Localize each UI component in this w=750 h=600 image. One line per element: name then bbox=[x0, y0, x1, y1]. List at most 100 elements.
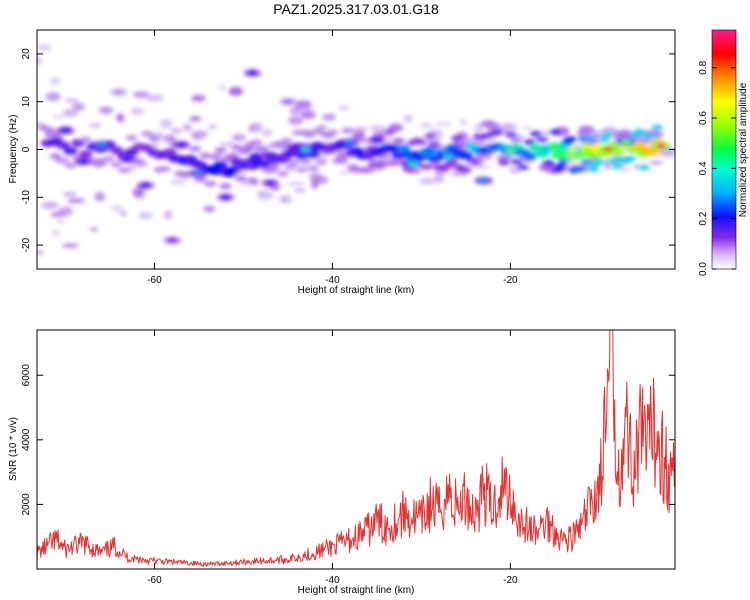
spectrogram-cell bbox=[282, 99, 293, 105]
spectrogram-cell bbox=[37, 249, 45, 256]
spectrogram-cell bbox=[257, 146, 270, 153]
spectrogram-cell bbox=[295, 166, 308, 173]
spectrogram-cell bbox=[220, 194, 231, 200]
spectrogram-cell bbox=[78, 150, 93, 159]
spectrogram-cell bbox=[67, 198, 85, 204]
spectrogram-cell bbox=[480, 120, 495, 128]
spectrogram-cell bbox=[217, 84, 227, 91]
spectrogram-cell bbox=[300, 147, 311, 152]
spectrogram-cell bbox=[49, 153, 62, 160]
spectrogram-cell bbox=[246, 177, 259, 184]
spectrogram-cell bbox=[424, 133, 437, 140]
spectrogram-y-tick-label: 0 bbox=[21, 146, 32, 152]
spectrogram-y-tick-label: -10 bbox=[21, 190, 32, 205]
spectrogram-panel: -60 -40 -20 -20 -10 0 10 20 Height of straight… bbox=[8, 29, 676, 296]
spectrogram-cell bbox=[287, 181, 306, 187]
spectrogram-cell bbox=[162, 148, 177, 157]
spectrogram-cell bbox=[213, 160, 228, 169]
spectrogram-cell bbox=[208, 124, 217, 130]
spectrogram-cell bbox=[284, 163, 297, 170]
spectrogram-cell bbox=[446, 159, 459, 166]
spectrogram-cell bbox=[326, 129, 339, 136]
snr-y-tick-label: 2000 bbox=[21, 493, 32, 516]
spectrogram-cells bbox=[37, 44, 675, 256]
spectrogram-cell bbox=[37, 56, 43, 66]
spectrogram-cell bbox=[529, 130, 542, 137]
spectrogram-cell bbox=[419, 177, 436, 185]
spectrogram-cell bbox=[384, 137, 397, 145]
spectrogram-cell bbox=[256, 159, 271, 168]
spectrogram-cell bbox=[262, 128, 273, 137]
spectrogram-cell bbox=[443, 154, 454, 160]
spectrogram-cell bbox=[170, 179, 187, 185]
spectrogram-cell bbox=[125, 134, 138, 141]
snr-panel: -60 -40 -20 2000 4000 6000 Height of straigh… bbox=[8, 329, 676, 596]
spectrogram-cell bbox=[209, 153, 222, 160]
spectrogram-cell bbox=[450, 135, 463, 142]
spectrogram-x-tick-label: -60 bbox=[147, 275, 162, 286]
snr-x-tick-label: -20 bbox=[503, 575, 518, 586]
colorbar-tick-label: 0.4 bbox=[698, 161, 709, 175]
spectrogram-cell bbox=[234, 175, 247, 182]
spectrogram-cell bbox=[294, 187, 306, 194]
spectrogram-cell bbox=[280, 137, 293, 144]
spectrogram-cell bbox=[257, 189, 268, 195]
spectrogram-cell bbox=[459, 167, 472, 174]
spectrogram-cell bbox=[247, 70, 258, 76]
spectrogram-cell bbox=[110, 204, 124, 212]
spectrogram-cell bbox=[227, 152, 240, 159]
spectrogram-cell bbox=[276, 170, 289, 177]
spectrogram-cell bbox=[167, 237, 178, 243]
spectrogram-cell bbox=[55, 141, 70, 150]
spectrogram-cell bbox=[265, 167, 278, 174]
spectrogram-cell bbox=[56, 219, 66, 224]
spectrogram-cell bbox=[138, 211, 154, 220]
spectrogram-cell bbox=[656, 143, 667, 149]
spectrogram-cell bbox=[204, 180, 217, 187]
spectrogram-cell bbox=[51, 229, 61, 237]
spectrogram-cell bbox=[41, 125, 54, 132]
spectrogram-cell bbox=[231, 144, 244, 151]
snr-x-label: Height of straight line (km) bbox=[298, 585, 415, 596]
spectrogram-cell bbox=[580, 158, 593, 165]
spectrogram-cell bbox=[109, 146, 124, 155]
spectrogram-cell bbox=[78, 158, 89, 164]
spectrogram-cell bbox=[199, 152, 212, 159]
spectrogram-cell bbox=[611, 163, 624, 170]
spectrogram-cell bbox=[64, 98, 80, 104]
spectrogram-cell bbox=[102, 155, 115, 162]
spectrogram-cell bbox=[145, 94, 164, 102]
spectrogram-x-ticks: -60 -40 -20 bbox=[147, 30, 518, 286]
spectrogram-cell bbox=[60, 127, 71, 133]
spectrogram-cell bbox=[504, 131, 517, 138]
figure-title: PAZ1.2025.317.03.01.G18 bbox=[273, 1, 439, 17]
spectrogram-cell bbox=[98, 106, 114, 114]
spectrogram-cell bbox=[249, 152, 264, 161]
spectrogram-cell bbox=[339, 170, 349, 175]
spectrogram-cell bbox=[193, 170, 204, 176]
spectrogram-cell bbox=[289, 107, 302, 115]
spectrogram-cell bbox=[94, 191, 106, 202]
spectrogram-x-label: Height of straight line (km) bbox=[298, 285, 415, 296]
spectrogram-y-tick-label: 10 bbox=[21, 96, 32, 108]
spectrogram-cell bbox=[415, 139, 428, 146]
spectrogram-cell bbox=[352, 126, 369, 131]
spectrogram-cell bbox=[499, 122, 518, 133]
spectrogram-cell bbox=[345, 139, 356, 145]
spectrogram-cell bbox=[382, 130, 395, 137]
spectrogram-cell bbox=[159, 118, 173, 129]
spectrogram-cell bbox=[528, 143, 543, 152]
spectrogram-cell bbox=[316, 125, 328, 130]
spectrogram-cell bbox=[491, 129, 504, 136]
spectrogram-cell bbox=[388, 123, 404, 132]
snr-x-tick-label: -60 bbox=[147, 575, 162, 586]
spectrogram-cell bbox=[220, 141, 236, 148]
colorbar-tick-label: 0.8 bbox=[698, 60, 709, 74]
spectrogram-cell bbox=[613, 131, 625, 140]
spectrogram-cell bbox=[602, 131, 615, 138]
spectrogram-cell bbox=[231, 133, 246, 142]
spectrogram-cell bbox=[428, 141, 441, 148]
spectrogram-cell bbox=[131, 107, 145, 115]
spectrogram-cell bbox=[250, 139, 263, 146]
